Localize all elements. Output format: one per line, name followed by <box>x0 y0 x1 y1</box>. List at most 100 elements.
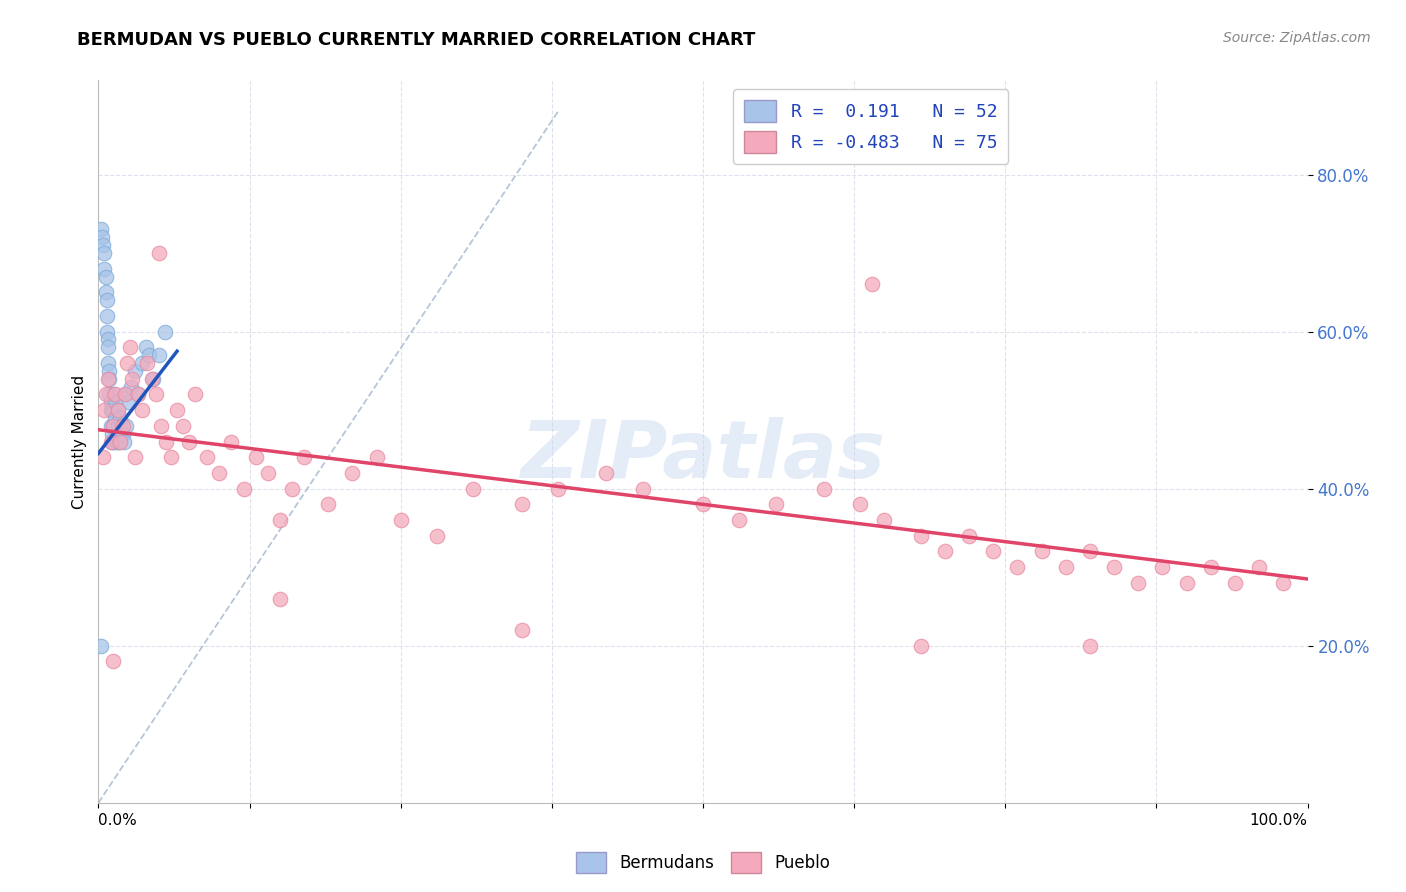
Point <box>141 372 163 386</box>
Point <box>153 325 176 339</box>
Point <box>117 356 139 370</box>
Point <box>1102 560 1125 574</box>
Point <box>105 434 128 449</box>
Point <box>1078 639 1101 653</box>
Point <box>108 434 131 449</box>
Point <box>389 513 412 527</box>
Point <box>547 482 569 496</box>
Point <box>101 434 124 449</box>
Point <box>105 426 128 441</box>
Point <box>155 434 177 449</box>
Point <box>94 269 117 284</box>
Point <box>124 364 146 378</box>
Legend: Bermudans, Pueblo: Bermudans, Pueblo <box>569 846 837 880</box>
Point <box>108 426 131 441</box>
Point <box>631 482 654 496</box>
Point <box>1152 560 1174 574</box>
Point <box>1128 575 1150 590</box>
Point <box>510 623 533 637</box>
Point <box>98 372 121 386</box>
Point <box>100 426 122 441</box>
Point <box>426 529 449 543</box>
Point <box>118 395 141 409</box>
Point <box>860 277 883 292</box>
Point <box>981 544 1004 558</box>
Point <box>103 387 125 401</box>
Point <box>728 513 751 527</box>
Point <box>91 450 114 465</box>
Point <box>120 379 142 393</box>
Point <box>94 387 117 401</box>
Point <box>100 403 122 417</box>
Point <box>256 466 278 480</box>
Point <box>148 246 170 260</box>
Point <box>115 418 138 433</box>
Point <box>121 372 143 386</box>
Point <box>910 639 932 653</box>
Point <box>90 222 112 236</box>
Point <box>1249 560 1271 574</box>
Point <box>1031 544 1053 558</box>
Point <box>96 325 118 339</box>
Point <box>93 246 115 260</box>
Point <box>100 403 122 417</box>
Point <box>1054 560 1077 574</box>
Point <box>127 387 149 401</box>
Point <box>100 434 122 449</box>
Point <box>179 434 201 449</box>
Point <box>100 434 122 449</box>
Point <box>145 387 167 401</box>
Point <box>292 450 315 465</box>
Point <box>269 513 291 527</box>
Point <box>100 395 122 409</box>
Point <box>91 230 114 244</box>
Point <box>110 418 132 433</box>
Point <box>90 639 112 653</box>
Point <box>93 261 115 276</box>
Point <box>269 591 291 606</box>
Point <box>160 450 183 465</box>
Point <box>94 285 117 300</box>
Point <box>101 655 124 669</box>
Text: Source: ZipAtlas.com: Source: ZipAtlas.com <box>1223 31 1371 45</box>
Point <box>103 403 125 417</box>
Point <box>208 466 231 480</box>
Point <box>93 403 115 417</box>
Y-axis label: Currently Married: Currently Married <box>72 375 87 508</box>
Point <box>97 356 120 370</box>
Point <box>1007 560 1029 574</box>
Point <box>595 466 617 480</box>
Point <box>232 482 254 496</box>
Point <box>166 403 188 417</box>
Point <box>510 497 533 511</box>
Point <box>104 395 127 409</box>
Point <box>131 356 153 370</box>
Point <box>957 529 980 543</box>
Point <box>97 333 120 347</box>
Point <box>135 340 157 354</box>
Point <box>1272 575 1295 590</box>
Point <box>195 450 218 465</box>
Point <box>124 450 146 465</box>
Point <box>138 348 160 362</box>
Point <box>910 529 932 543</box>
Point <box>366 450 388 465</box>
Point <box>245 450 267 465</box>
Point <box>142 372 165 386</box>
Point <box>135 356 157 370</box>
Point <box>96 309 118 323</box>
Point <box>118 340 141 354</box>
Point <box>463 482 485 496</box>
Point <box>114 387 136 401</box>
Point <box>101 418 124 433</box>
Point <box>97 372 120 386</box>
Point <box>108 426 131 441</box>
Point <box>104 387 127 401</box>
Point <box>150 418 173 433</box>
Point <box>127 387 149 401</box>
Point <box>813 482 835 496</box>
Text: BERMUDAN VS PUEBLO CURRENTLY MARRIED CORRELATION CHART: BERMUDAN VS PUEBLO CURRENTLY MARRIED COR… <box>77 31 755 49</box>
Point <box>111 426 134 441</box>
Point <box>172 418 194 433</box>
Point <box>131 403 153 417</box>
